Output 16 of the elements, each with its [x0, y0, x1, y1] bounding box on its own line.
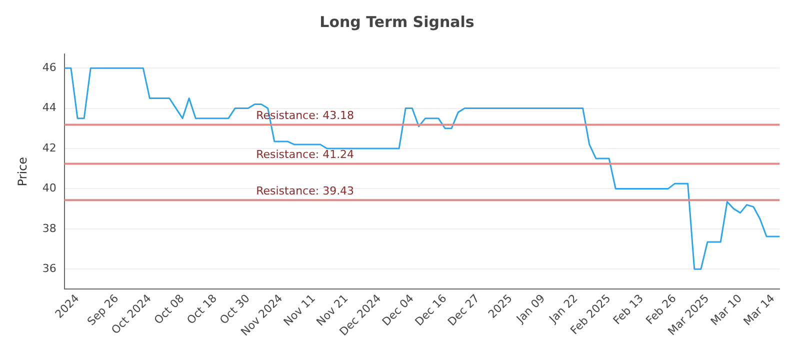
- x-tick-label: Oct 08: [152, 292, 187, 327]
- y-tick-label: 38: [42, 222, 56, 235]
- x-tick-label: Dec 04: [380, 292, 416, 328]
- y-tick-label: 46: [42, 60, 56, 74]
- x-tick-label: Feb 13: [610, 292, 646, 328]
- ref-line-label: Resistance: 39.43: [256, 184, 354, 198]
- x-tick-label: Oct 18: [184, 292, 220, 327]
- y-tick-label: 40: [42, 182, 56, 195]
- y-tick-label: 44: [42, 101, 56, 114]
- chart-title: Long Term Signals: [320, 12, 474, 31]
- y-tick-label: 42: [42, 141, 56, 154]
- y-tick-label: 36: [42, 262, 56, 275]
- x-tick-label: Dec 27: [445, 292, 482, 328]
- x-tick-label: Jan 09: [513, 292, 548, 326]
- y-axis-title: Price: [15, 156, 30, 186]
- ref-line-label: Resistance: 41.24: [256, 148, 354, 162]
